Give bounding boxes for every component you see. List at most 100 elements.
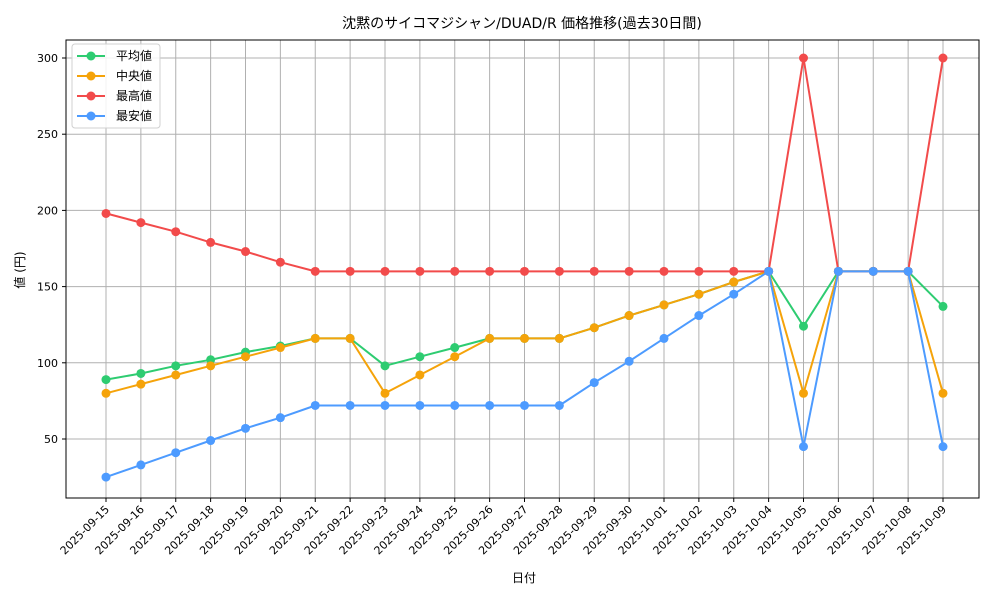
data-point [380, 266, 390, 276]
legend-item: 平均値 [77, 48, 152, 63]
data-point [415, 370, 425, 380]
data-point [485, 266, 495, 276]
data-point [275, 343, 285, 353]
data-point [554, 333, 564, 343]
y-tick-label: 50 [44, 433, 58, 446]
data-point [729, 277, 739, 287]
y-tick-label: 250 [37, 128, 58, 141]
data-point [799, 53, 808, 63]
data-point [101, 208, 111, 218]
data-point [380, 388, 390, 398]
data-point [938, 301, 948, 311]
data-point [275, 413, 285, 423]
data-point [694, 266, 704, 276]
x-axis-label: 日付 [512, 571, 536, 585]
data-point [450, 400, 460, 410]
data-point [136, 379, 146, 389]
legend-label: 中央値 [116, 68, 152, 83]
data-point [589, 323, 599, 333]
legend-item: 最高値 [77, 88, 152, 103]
data-point [171, 227, 181, 237]
y-tick-label: 100 [37, 357, 58, 370]
series-3 [101, 266, 948, 482]
data-point [136, 460, 146, 470]
data-point [659, 266, 669, 276]
data-point [415, 266, 425, 276]
data-point [833, 266, 843, 276]
data-point [764, 266, 774, 276]
data-point [799, 388, 808, 398]
data-point [799, 321, 808, 331]
data-point [554, 400, 564, 410]
data-point [136, 368, 146, 378]
data-point [101, 472, 111, 482]
data-point [345, 333, 355, 343]
data-point [275, 257, 285, 267]
data-point [380, 361, 390, 371]
legend-marker-icon [86, 71, 96, 81]
data-point [659, 333, 669, 343]
data-point [450, 266, 460, 276]
data-point [485, 400, 495, 410]
data-point [729, 266, 739, 276]
data-point [101, 375, 111, 385]
data-point [345, 266, 355, 276]
data-point [206, 361, 216, 371]
legend-label: 最高値 [116, 88, 152, 103]
legend-item: 最安値 [77, 108, 152, 123]
y-axis-ticks: 50 100 150 200 250 300 [37, 52, 66, 446]
data-point [345, 400, 355, 410]
y-axis-label: 値 (円) [12, 251, 27, 288]
data-point [520, 333, 529, 343]
data-point [694, 311, 704, 321]
series-layer [101, 53, 948, 482]
y-tick-label: 300 [37, 52, 58, 65]
data-point [589, 378, 599, 388]
y-tick-label: 200 [37, 204, 58, 217]
data-point [624, 266, 634, 276]
data-point [415, 400, 425, 410]
data-point [450, 352, 460, 362]
legend-label: 最安値 [116, 108, 152, 123]
legend-marker-icon [86, 51, 96, 61]
legend-item: 中央値 [77, 68, 152, 83]
data-point [310, 400, 320, 410]
chart-title: 沈黙のサイコマジシャン/DUAD/R 価格推移(過去30日間) [342, 16, 702, 32]
data-point [799, 442, 808, 452]
data-point [415, 352, 425, 362]
data-point [520, 400, 529, 410]
data-point [241, 247, 250, 257]
data-point [171, 361, 181, 371]
data-point [101, 388, 111, 398]
y-tick-label: 150 [37, 281, 58, 294]
legend-label: 平均値 [116, 48, 152, 63]
data-point [903, 266, 913, 276]
data-point [520, 266, 529, 276]
data-point [171, 448, 181, 458]
data-point [729, 289, 739, 299]
data-point [380, 400, 390, 410]
data-point [450, 343, 460, 353]
data-point [206, 237, 216, 247]
data-point [868, 266, 878, 276]
data-point [624, 311, 634, 321]
data-point [589, 266, 599, 276]
data-point [171, 370, 181, 380]
legend-box [71, 43, 161, 129]
data-point [241, 423, 250, 433]
legend-marker-icon [86, 111, 96, 121]
data-point [485, 333, 495, 343]
data-point [136, 218, 146, 228]
legend-marker-icon [86, 91, 96, 101]
plot-area-frame [65, 39, 980, 499]
x-axis-ticks: 2025-09-152025-09-162025-09-172025-09-18… [58, 498, 949, 557]
data-point [310, 333, 320, 343]
data-point [938, 53, 948, 63]
data-point [659, 300, 669, 310]
data-point [694, 289, 704, 299]
data-point [206, 436, 216, 446]
data-point [241, 352, 250, 362]
data-point [624, 356, 634, 366]
